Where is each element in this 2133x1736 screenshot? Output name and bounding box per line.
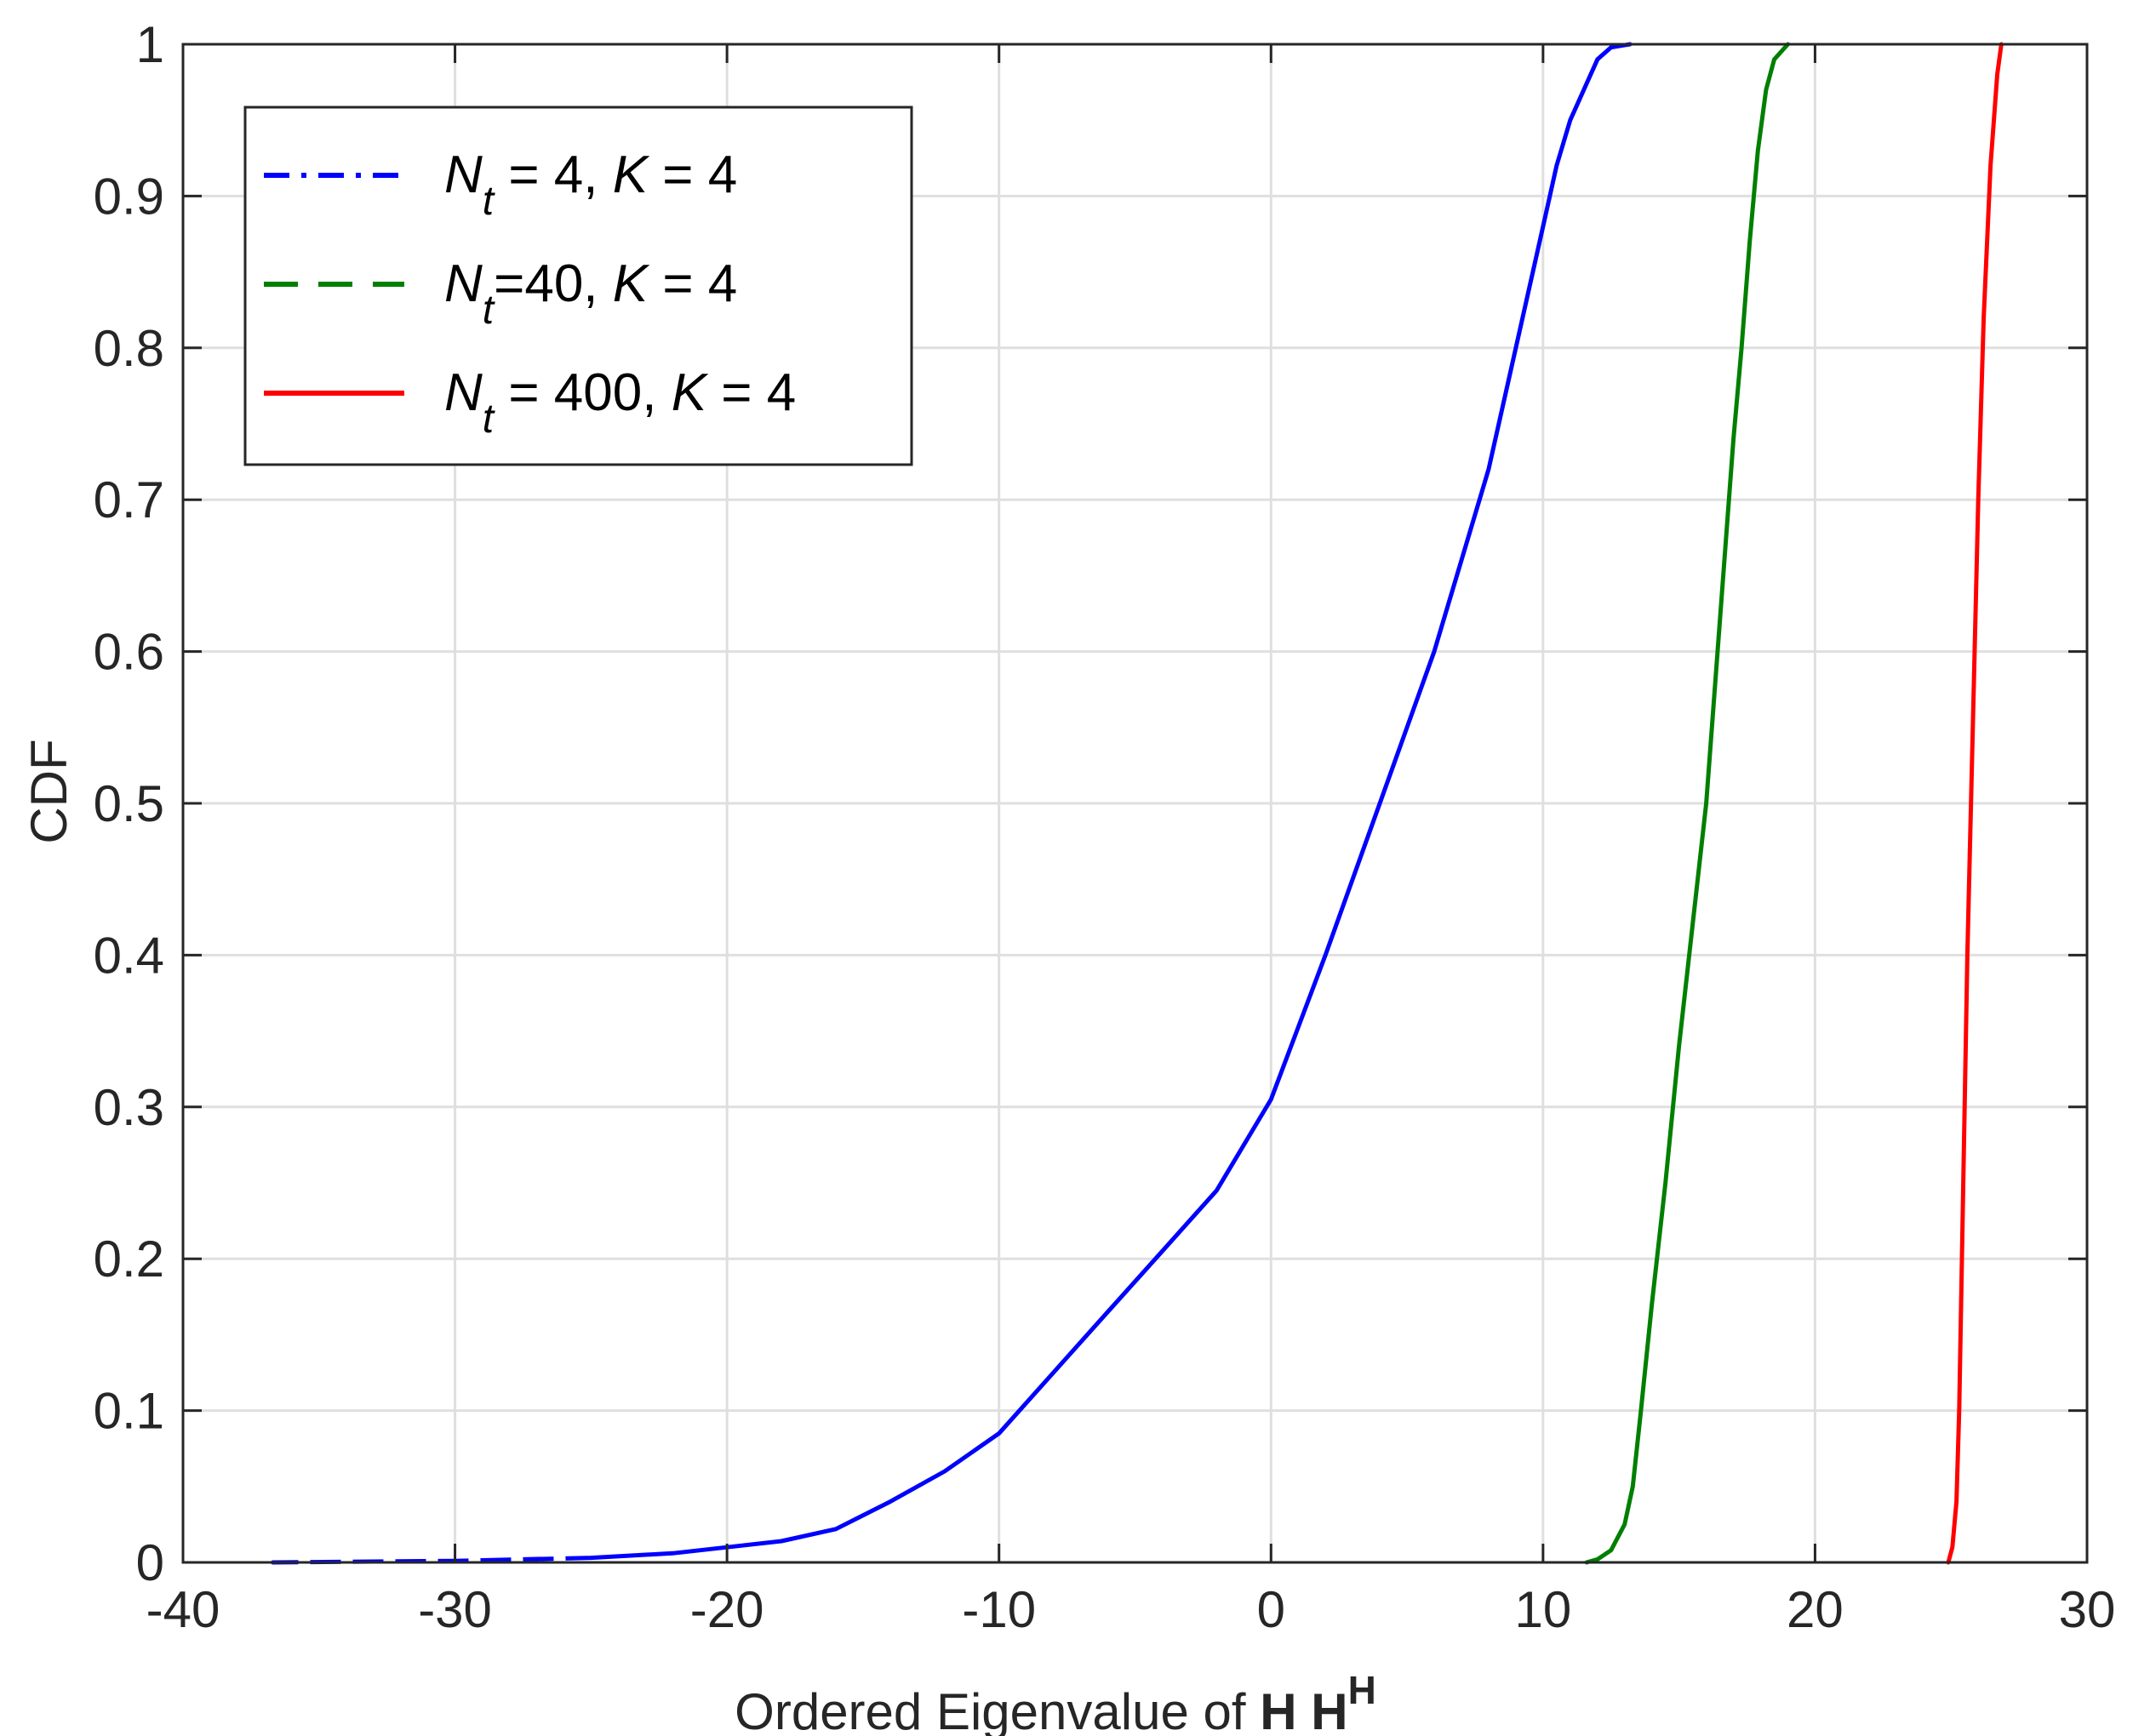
x-tick-label: 10 (1514, 1581, 1571, 1638)
x-axis-label: Ordered Eigenvalue of H HH (735, 1668, 1376, 1736)
x-tick-label: -30 (418, 1581, 492, 1638)
y-tick-label: 0.4 (94, 927, 164, 984)
x-tick-label: -40 (146, 1581, 220, 1638)
legend-label-2: Nt=40, K = 4 (444, 254, 737, 333)
legend-entries: Nt = 4, K = 4 Nt=40, K = 4 Nt = 400, K = 4 (264, 146, 796, 442)
x-tick-label: -10 (962, 1581, 1036, 1638)
y-tick-label: 0 (136, 1534, 164, 1591)
legend-box (243, 106, 913, 466)
y-tick-label: 0.9 (94, 168, 164, 225)
y-tick-label: 1 (136, 16, 164, 73)
x-tick-label: 30 (2059, 1581, 2116, 1638)
y-tick-label: 0.5 (94, 775, 164, 832)
series-group (271, 42, 2004, 1566)
series-line-3 (1946, 42, 2004, 1565)
y-tick-label: 0.8 (94, 320, 164, 377)
x-tick-label: 20 (1787, 1581, 1844, 1638)
y-tick-label: 0.1 (94, 1383, 164, 1440)
y-tick-label: 0.2 (94, 1231, 164, 1288)
ticks: -40 -30 -20 -10 0 10 20 30 0 0.1 0.2 0.3 0.4 0.5 0.6 0.… (94, 16, 2116, 1638)
x-tick-label: 0 (1257, 1581, 1285, 1638)
y-tick-label: 0.7 (94, 471, 164, 528)
x-axis-label-bold: H H (1260, 1683, 1347, 1736)
x-tick-label: -20 (690, 1581, 764, 1638)
x-axis-label-text: Ordered Eigenvalue of (735, 1683, 1260, 1736)
series-line-2 (1584, 42, 1790, 1565)
series-line-1 (271, 42, 1633, 1565)
y-tick-label: 0.6 (94, 624, 164, 681)
legend: Nt = 4, K = 4 Nt=40, K = 4 Nt = 400, K = 4 (243, 106, 913, 466)
legend-label-3: Nt = 400, K = 4 (444, 363, 796, 442)
legend-label-1: Nt = 4, K = 4 (444, 146, 737, 224)
y-tick-label: 0.3 (94, 1079, 164, 1136)
y-axis-label: CDF (20, 739, 77, 843)
x-axis-label-sup: H (1348, 1668, 1376, 1712)
